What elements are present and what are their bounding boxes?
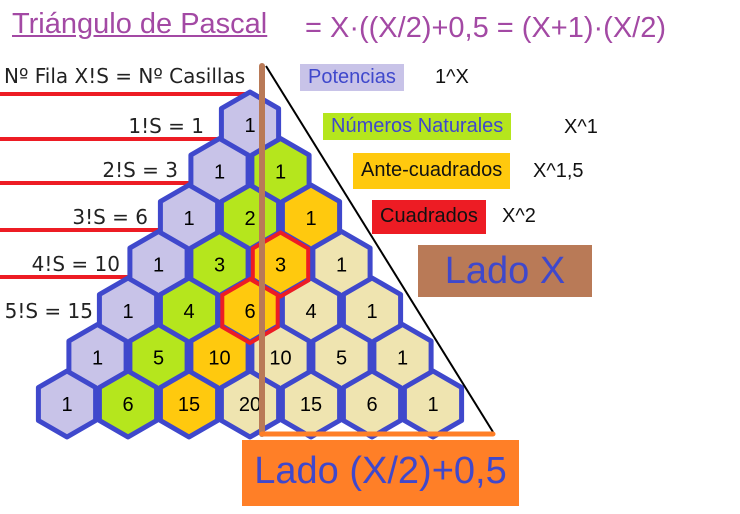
hex-cell-value: 1 xyxy=(92,348,103,370)
hex-cell-value: 4 xyxy=(305,301,316,323)
hex-cell-value: 1 xyxy=(183,208,194,230)
formula: = X·((X/2)+0,5 = (X+1)·(X/2) xyxy=(305,12,667,44)
hex-cell-value: 1 xyxy=(122,301,133,323)
side-half-label: Lado (X/2)+0,5 xyxy=(242,440,519,506)
hex-cell-potencias xyxy=(35,368,99,440)
hex-cell-value: 20 xyxy=(239,394,261,416)
legend-ante-cuadrados: Ante-cuadrados xyxy=(353,153,511,189)
legend-naturales: Números Naturales xyxy=(323,113,512,140)
row-header-label: Nº Fila X!S = Nº Casillas xyxy=(4,64,246,88)
hexagon-grid: 11 11 2 11 3 3 11 4 6 4 11 5 10 10 5 11 6 15 20 15 6 1 xyxy=(35,89,465,440)
hex-cell-value: 15 xyxy=(300,394,322,416)
row-label-3: 3!S = 6 xyxy=(72,205,148,229)
hypotenuse-line xyxy=(265,65,494,433)
hex-cell-value: 1 xyxy=(305,208,316,230)
hex-cell-value: 5 xyxy=(153,348,164,370)
hex-cell-value: 15 xyxy=(178,394,200,416)
hex-cell-naturales xyxy=(96,368,160,440)
hex-cell-value: 6 xyxy=(366,394,377,416)
hex-cell-value: 1 xyxy=(336,255,347,277)
row-label-4: 4!S = 10 xyxy=(31,252,120,276)
hex-cell-value: 3 xyxy=(214,255,225,277)
row-divider-lines xyxy=(0,92,252,279)
legend-ante-exponent: X^1,5 xyxy=(533,160,584,182)
row-label-1: 1!S = 1 xyxy=(128,114,204,138)
hex-cell-value: 5 xyxy=(336,348,347,370)
hex-cell-value: 2 xyxy=(244,208,255,230)
hex-cell-value: 1 xyxy=(275,162,286,184)
row-label-5: 5!S = 15 xyxy=(4,299,93,323)
hex-cell-value: 1 xyxy=(153,255,164,277)
page-title: Triángulo de Pascal xyxy=(12,8,268,40)
hex-cell-value: 6 xyxy=(244,301,255,323)
square-highlight xyxy=(220,276,280,346)
square-highlight xyxy=(250,230,311,299)
legend-cuadrados-exponent: X^2 xyxy=(502,205,536,227)
hex-cell-ante xyxy=(157,368,221,440)
legend-potencias-exponent: 1^X xyxy=(435,66,469,88)
hex-cell-value: 10 xyxy=(208,348,230,370)
row-label-2: 2!S = 3 xyxy=(102,158,178,182)
hex-cell-value: 1 xyxy=(61,394,72,416)
hex-cell-value: 1 xyxy=(366,301,377,323)
legend-cuadrados: Cuadrados xyxy=(372,200,486,234)
legend-naturales-exponent: X^1 xyxy=(564,116,598,138)
legend-potencias: Potencias xyxy=(300,64,404,91)
hex-cell-value: 1 xyxy=(397,348,408,370)
hex-cell-value: 1 xyxy=(244,115,255,137)
hex-cell-other xyxy=(279,368,343,440)
hex-cell-value: 10 xyxy=(269,348,291,370)
side-x-label: Lado X xyxy=(418,245,592,297)
hex-cell-other xyxy=(401,368,465,440)
hex-cell-value: 6 xyxy=(122,394,133,416)
hex-cell-value: 3 xyxy=(275,255,286,277)
hex-cell-value: 4 xyxy=(183,301,194,323)
hex-cell-value: 1 xyxy=(214,162,225,184)
hex-cell-other xyxy=(340,368,404,440)
hex-cell-value: 1 xyxy=(427,394,438,416)
